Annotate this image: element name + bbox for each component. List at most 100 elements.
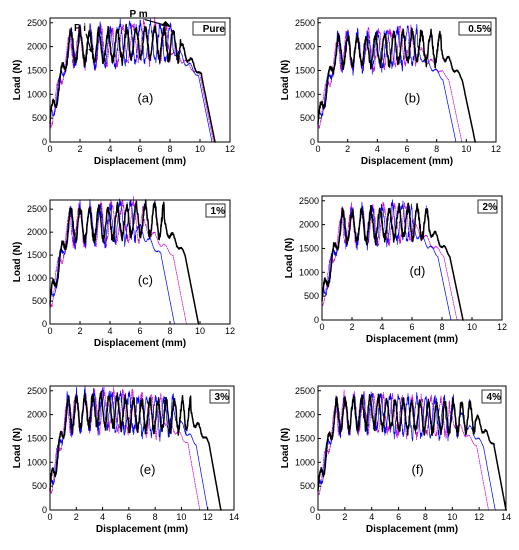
- series-line-1: [317, 29, 476, 143]
- x-tick-label: 2: [342, 512, 347, 522]
- legend-box: [477, 199, 498, 214]
- x-tick-label: 12: [474, 512, 484, 522]
- series-line-2: [49, 385, 209, 511]
- x-tick-label: 0: [319, 322, 324, 332]
- y-axis-label: Load (N): [12, 60, 23, 101]
- x-axis-label: Displacement (mm): [94, 338, 186, 349]
- x-tick-label: 8: [434, 144, 439, 154]
- series-line-1: [321, 203, 464, 321]
- chart-panel-e: 0 2 4 6 8 10 12 14 0 500 1000 1500 2000 2500 Displacem…: [12, 385, 239, 535]
- y-tick-label: 2000: [295, 42, 315, 52]
- x-tick-label: 4: [107, 326, 112, 336]
- legend-box-label: 4%: [487, 392, 502, 403]
- chart-panel-a: 0 2 4 6 8 10 12 0 500 1000 1500 2000 2500 Displacemen…: [12, 9, 235, 167]
- legend-box-label: 3%: [215, 392, 230, 403]
- y-axis-label: Load (N): [284, 238, 295, 279]
- series-line-1: [317, 394, 507, 511]
- y-tick-label: 500: [300, 113, 315, 123]
- x-tick-label: 10: [176, 512, 186, 522]
- y-tick-label: 1500: [299, 243, 319, 253]
- x-tick-label: 14: [501, 512, 511, 522]
- y-tick-label: 0: [310, 137, 315, 147]
- x-tick-label: 10: [195, 326, 205, 336]
- chart-panel-f: 0 2 4 6 8 10 12 14 0 500 1000 1500 2000 2500 Displacem…: [280, 385, 511, 535]
- y-tick-label: 2500: [295, 386, 315, 396]
- y-tick-label: 0: [314, 315, 319, 325]
- x-tick-label: 0: [47, 326, 52, 336]
- x-tick-label: 0: [47, 512, 52, 522]
- y-tick-label: 500: [300, 481, 315, 491]
- x-tick-label: 10: [195, 144, 205, 154]
- x-tick-label: 10: [447, 512, 457, 522]
- y-tick-label: 2500: [295, 18, 315, 28]
- legend-box: [192, 21, 226, 36]
- x-tick-label: 2: [77, 326, 82, 336]
- x-tick-label: 4: [107, 144, 112, 154]
- panel-label: (a): [137, 90, 153, 105]
- series-line-3: [321, 201, 458, 321]
- x-tick-label: 6: [137, 326, 142, 336]
- legend-box: [481, 389, 502, 404]
- y-tick-label: 2500: [27, 204, 47, 214]
- x-tick-label: 12: [225, 144, 235, 154]
- chart-panel-d: 0 2 4 6 8 10 12 0 500 1000 1500 2000 2500 Displacemen…: [284, 195, 507, 345]
- x-tick-label: 4: [375, 144, 380, 154]
- y-tick-label: 2500: [27, 18, 47, 28]
- series-line-3: [49, 386, 201, 511]
- x-tick-label: 14: [229, 512, 239, 522]
- x-tick-label: 2: [74, 512, 79, 522]
- plot-frame: [317, 385, 507, 511]
- y-tick-label: 2000: [27, 410, 47, 420]
- x-axis-label: Displacement (mm): [361, 156, 453, 167]
- y-tick-label: 2000: [299, 220, 319, 230]
- panel-label: (f): [411, 462, 423, 477]
- y-tick-label: 2500: [27, 386, 47, 396]
- x-tick-label: 6: [396, 512, 401, 522]
- annotation-pi: P i: [74, 23, 86, 34]
- x-tick-label: 6: [137, 144, 142, 154]
- x-tick-label: 12: [225, 326, 235, 336]
- x-tick-label: 6: [126, 512, 131, 522]
- y-axis-label: Load (N): [280, 428, 291, 469]
- plot-frame: [317, 17, 497, 143]
- y-tick-label: 1000: [295, 457, 315, 467]
- series-line-3: [49, 196, 188, 325]
- y-tick-label: 1000: [27, 273, 47, 283]
- legend-box: [209, 389, 230, 404]
- series-line-main: [321, 202, 465, 321]
- x-tick-label: 2: [77, 144, 82, 154]
- y-axis-label: Load (N): [280, 60, 291, 101]
- x-tick-label: 4: [369, 512, 374, 522]
- y-axis-label: Load (N): [12, 242, 23, 283]
- x-tick-label: 2: [345, 144, 350, 154]
- legend-box-label: 1%: [211, 206, 226, 217]
- legend-box-label: 2%: [483, 202, 498, 213]
- y-tick-label: 2000: [295, 410, 315, 420]
- y-tick-label: 2000: [27, 42, 47, 52]
- x-tick-label: 12: [203, 512, 213, 522]
- y-tick-label: 500: [32, 113, 47, 123]
- y-tick-label: 1500: [27, 250, 47, 260]
- x-tick-label: 8: [167, 326, 172, 336]
- series-line-main: [317, 393, 508, 511]
- x-tick-label: 4: [100, 512, 105, 522]
- panel-label: (b): [404, 90, 420, 105]
- legend-box: [205, 203, 226, 218]
- y-tick-label: 2000: [27, 227, 47, 237]
- series-line-main: [49, 390, 222, 511]
- y-tick-label: 2500: [299, 196, 319, 206]
- series-line-2: [49, 198, 176, 325]
- y-tick-label: 1500: [295, 433, 315, 443]
- chart-panel-c: 0 2 4 6 8 10 12 0 500 1000 1500 2000 2500 Displacemen…: [12, 196, 235, 349]
- y-tick-label: 0: [42, 319, 47, 329]
- y-tick-label: 500: [304, 291, 319, 301]
- x-tick-label: 2: [349, 322, 354, 332]
- series-line-main: [49, 23, 217, 143]
- x-tick-label: 8: [439, 322, 444, 332]
- x-tick-label: 8: [153, 512, 158, 522]
- annotation-arrowhead-pm: [161, 20, 172, 28]
- y-tick-label: 1000: [27, 89, 47, 99]
- x-tick-label: 10: [467, 322, 477, 332]
- annotation-pm: P m: [130, 9, 148, 20]
